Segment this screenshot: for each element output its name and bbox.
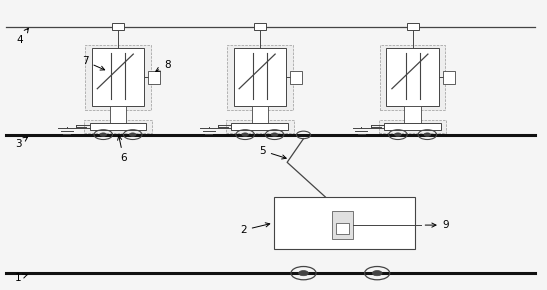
Circle shape bbox=[424, 133, 430, 136]
Bar bbox=[443, 71, 455, 84]
Text: 6: 6 bbox=[118, 136, 127, 163]
Text: 3: 3 bbox=[15, 137, 27, 148]
Bar bbox=[231, 123, 288, 130]
Bar bbox=[384, 123, 441, 130]
Circle shape bbox=[394, 133, 401, 136]
Bar bbox=[252, 106, 268, 123]
Bar bbox=[85, 45, 151, 110]
Bar bbox=[386, 48, 439, 106]
Text: 7: 7 bbox=[82, 56, 104, 70]
Bar bbox=[90, 123, 147, 130]
Bar bbox=[333, 211, 353, 239]
Bar bbox=[227, 45, 293, 110]
Circle shape bbox=[373, 271, 382, 276]
Bar bbox=[406, 23, 418, 30]
Text: 2: 2 bbox=[240, 223, 270, 235]
Bar bbox=[234, 48, 286, 106]
Circle shape bbox=[130, 133, 136, 136]
Bar bbox=[290, 71, 302, 84]
Bar bbox=[379, 120, 446, 133]
Text: 5: 5 bbox=[259, 146, 286, 159]
Bar bbox=[112, 23, 124, 30]
Text: 9: 9 bbox=[425, 220, 449, 230]
Circle shape bbox=[100, 133, 107, 136]
Text: 4: 4 bbox=[16, 28, 28, 45]
Bar bbox=[148, 71, 160, 84]
Text: 1: 1 bbox=[15, 273, 27, 283]
Bar bbox=[226, 120, 294, 133]
Text: 8: 8 bbox=[156, 60, 171, 71]
Circle shape bbox=[271, 133, 278, 136]
Bar bbox=[404, 106, 421, 123]
Circle shape bbox=[299, 271, 309, 276]
Circle shape bbox=[242, 133, 248, 136]
Bar bbox=[380, 45, 445, 110]
Bar bbox=[84, 120, 152, 133]
Bar bbox=[110, 106, 126, 123]
Bar bbox=[336, 223, 350, 235]
Bar bbox=[274, 197, 415, 249]
Bar bbox=[254, 23, 266, 30]
Bar bbox=[92, 48, 144, 106]
